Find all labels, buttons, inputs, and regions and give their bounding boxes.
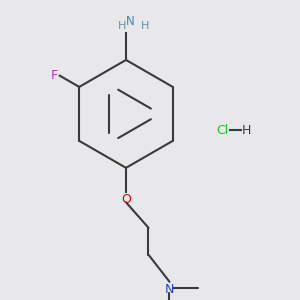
Text: Cl: Cl (216, 124, 228, 137)
Text: O: O (121, 193, 131, 206)
Text: H: H (118, 22, 126, 32)
Text: H: H (242, 124, 251, 137)
Text: F: F (51, 69, 58, 82)
Text: H: H (140, 22, 149, 32)
Text: N: N (165, 283, 174, 296)
Text: N: N (126, 15, 135, 28)
